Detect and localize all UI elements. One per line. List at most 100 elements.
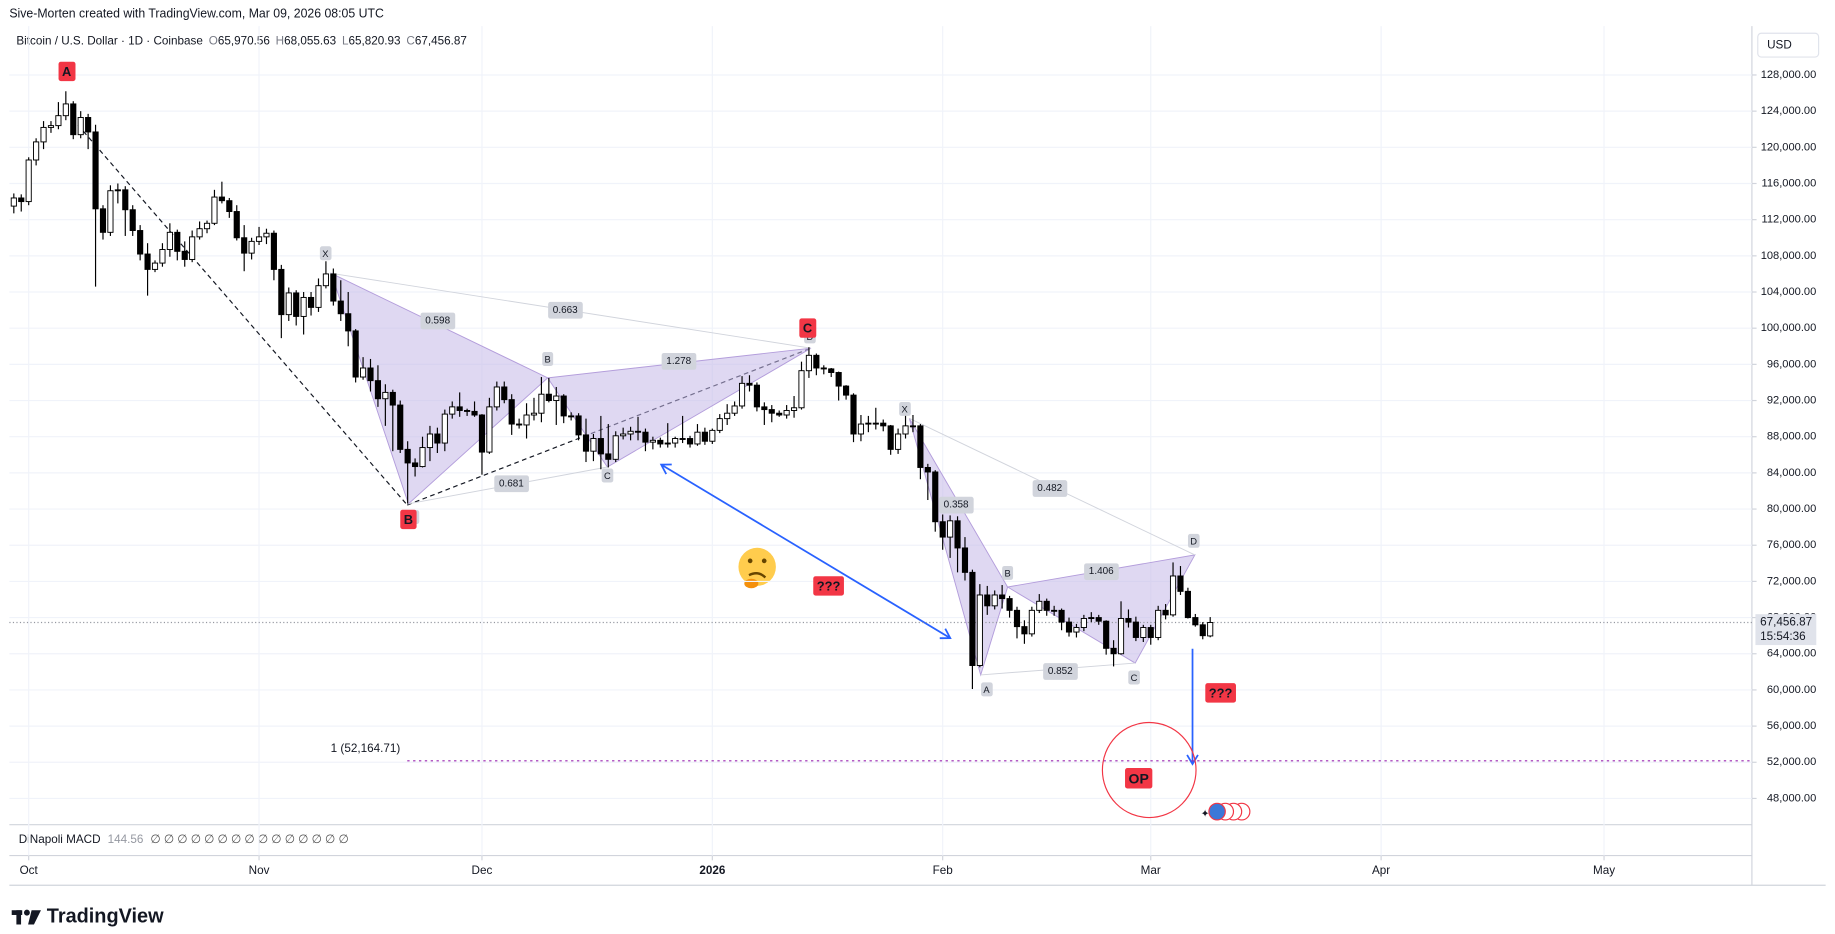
pattern-ratio-box [661, 352, 697, 370]
candle-body [560, 395, 567, 417]
candle-body [1080, 618, 1087, 629]
candle-body [895, 433, 902, 450]
candle-body [330, 273, 337, 302]
candle-body [686, 438, 694, 445]
candle-body [62, 103, 69, 117]
currency-box[interactable] [1757, 32, 1820, 58]
candle-body [40, 126, 47, 143]
candle-body [18, 197, 25, 203]
y-tick-label: 116,000.00 [1762, 177, 1817, 189]
candle-body [731, 405, 738, 414]
x-tick-label: Dec [472, 864, 493, 877]
candle-body [738, 382, 746, 407]
pattern-ratio-box [938, 496, 974, 514]
indicator-line: DiNapoli MACD 144.56 ∅ ∅ ∅ ∅ ∅ ∅ ∅ ∅ ∅ ∅ ∅… [19, 833, 349, 846]
pattern-point-box [1128, 670, 1140, 685]
candle-body [605, 453, 612, 460]
candle-body [932, 471, 939, 523]
pattern-ratio: 0.663 [553, 305, 578, 316]
candle-body [790, 407, 798, 411]
candle-body [1095, 617, 1102, 622]
pattern-ratio-box [494, 475, 529, 493]
candle-body [768, 409, 775, 414]
candle-body [805, 354, 812, 372]
pattern-ratio: 0.598 [425, 315, 450, 326]
arrow [659, 463, 952, 640]
pattern-ratio: 0.681 [499, 478, 524, 489]
candle-body [679, 438, 686, 440]
candle-body [590, 438, 597, 452]
y-tick-label: 84,000.00 [1767, 467, 1816, 479]
candle-body [144, 253, 151, 270]
candles [10, 91, 1214, 690]
pattern-ratio: 0.852 [1048, 666, 1073, 677]
candle-body [434, 433, 441, 444]
candle-body [278, 268, 285, 316]
candle-body [345, 313, 352, 332]
y-tick-label: 112,000.00 [1762, 214, 1817, 226]
candle-body [597, 438, 604, 455]
pattern-ratio: 0.681 [494, 475, 529, 493]
pattern-ratio: 1.278 [661, 352, 697, 370]
target-circle [1101, 721, 1197, 819]
pattern-point: C [1131, 672, 1138, 683]
candle-body [620, 433, 627, 437]
pattern-point: B [1002, 565, 1014, 580]
y-tick-label: 52,000.00 [1767, 756, 1816, 768]
candle-body [530, 412, 538, 416]
pattern-point: D [1190, 535, 1197, 546]
y-tick-label: 108,000.00 [1761, 250, 1817, 262]
pattern-ratio-box [420, 312, 456, 330]
candle-body [872, 422, 879, 425]
wave-label-box [58, 61, 76, 82]
candle-body [501, 386, 508, 401]
y-tick-label: 48,000.00 [1767, 792, 1816, 804]
candle-body [478, 414, 486, 453]
pattern-point-box [899, 401, 911, 416]
brand: TradingView [47, 906, 164, 928]
question-label: ??? [1205, 683, 1236, 703]
candle-body [1184, 590, 1191, 619]
candle-body [493, 386, 500, 408]
candle-body [307, 296, 315, 308]
candle-body [642, 431, 649, 443]
countdown: 15:54:36 [1760, 630, 1806, 643]
candle-body [137, 230, 144, 255]
pattern-point: A [983, 684, 990, 695]
candle-body [709, 429, 716, 442]
y-tick-label: 60,000.00 [1767, 684, 1816, 696]
candle-body [976, 594, 983, 666]
y-tick-label: 76,000.00 [1767, 539, 1816, 551]
pattern-point-box [981, 682, 993, 697]
indicator-status: ∅ ∅ ∅ ∅ ∅ ∅ ∅ ∅ ∅ ∅ ∅ ∅ ∅ ∅ ∅ [150, 833, 348, 846]
drawings [9, 118, 1752, 819]
y-tick-label: 96,000.00 [1767, 358, 1816, 370]
currency[interactable]: USD [1767, 38, 1792, 51]
x-tick-label: Oct [20, 864, 39, 877]
candle-body [1088, 617, 1095, 620]
y-tick-label: 80,000.00 [1767, 503, 1816, 515]
y-tick-label: 72,000.00 [1767, 575, 1816, 587]
candle-body [47, 125, 55, 128]
pattern-point-box [601, 468, 614, 483]
candle-body [337, 300, 344, 315]
pattern-point-box [319, 246, 332, 261]
candle-body [1117, 618, 1125, 655]
candle-body [1125, 618, 1132, 623]
question-label-box [1205, 683, 1236, 703]
candle-body [701, 431, 708, 442]
pattern-point-box [542, 352, 554, 366]
wave-label-box [400, 509, 417, 530]
x-tick-label: Feb [933, 864, 954, 877]
candle-body [99, 208, 107, 233]
candle-body [516, 423, 523, 426]
candle-body [664, 442, 671, 445]
candle-body [426, 433, 434, 449]
candle-body [835, 372, 842, 387]
candle-body [129, 209, 136, 231]
candle-body [612, 435, 619, 460]
question-label: ??? [1209, 685, 1233, 700]
wave-label-box [799, 318, 817, 338]
legend-key: C [406, 35, 415, 48]
candle-body [776, 412, 783, 416]
